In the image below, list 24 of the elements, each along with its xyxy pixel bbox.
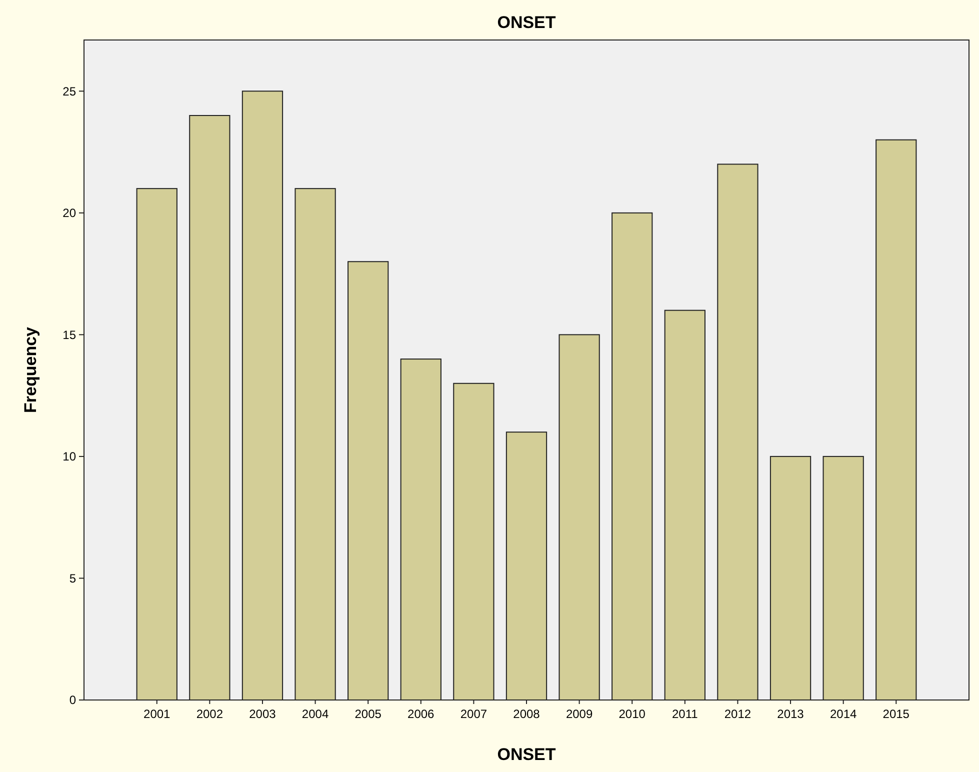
x-tick-label: 2006 xyxy=(408,707,435,721)
y-tick-label: 20 xyxy=(62,206,76,220)
y-tick-label: 5 xyxy=(69,571,76,586)
x-tick-label: 2013 xyxy=(777,707,804,721)
y-tick-label: 0 xyxy=(69,693,76,708)
x-tick-label: 2011 xyxy=(672,707,698,721)
x-tick-label: 2004 xyxy=(302,707,329,721)
chart-title: ONSET xyxy=(497,13,556,32)
x-tick-label: 2008 xyxy=(513,707,540,721)
y-tick-label: 25 xyxy=(62,84,76,98)
x-tick-label: 2010 xyxy=(618,707,646,721)
x-tick-label: 2002 xyxy=(196,707,224,721)
y-tick-label: 15 xyxy=(62,328,76,342)
x-tick-label: 2005 xyxy=(354,707,382,721)
x-axis-title: ONSET xyxy=(497,745,556,764)
x-tick-label: 2007 xyxy=(460,707,488,721)
x-tick-label: 2014 xyxy=(830,707,857,721)
x-tick-label: 2012 xyxy=(724,707,752,721)
y-axis-title: Frequency xyxy=(21,326,40,413)
x-tick-label: 2015 xyxy=(882,707,910,721)
x-tick-label: 2003 xyxy=(249,707,276,721)
x-tick-label: 2009 xyxy=(566,707,593,721)
y-tick-label: 10 xyxy=(62,450,76,464)
x-tick-label: 2001 xyxy=(144,707,171,721)
